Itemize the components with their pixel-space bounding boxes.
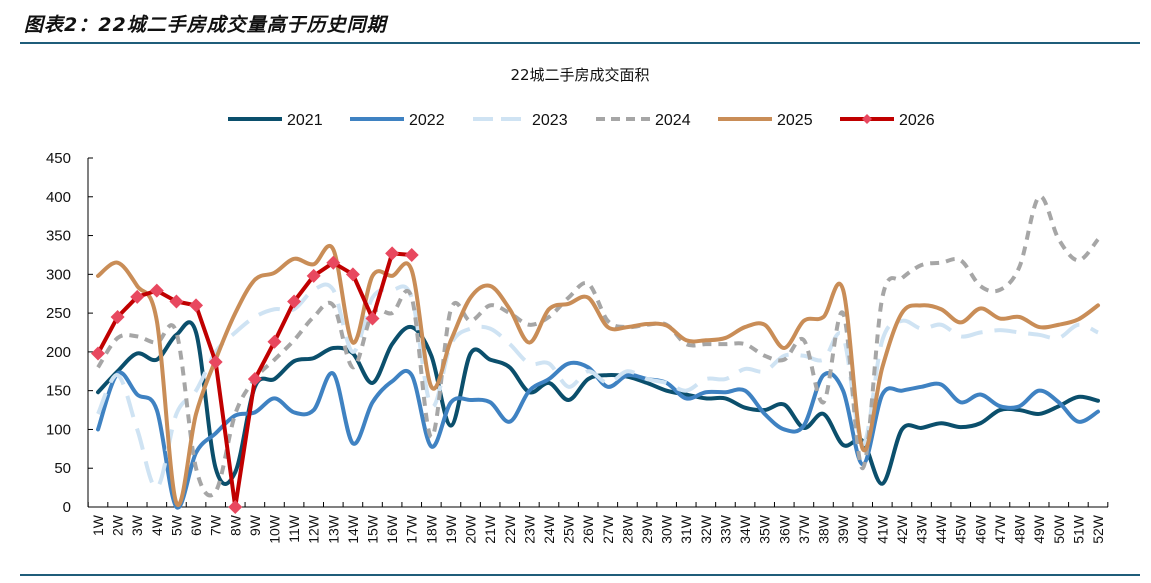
x-tick-label: 42W bbox=[894, 514, 910, 544]
x-tick-label: 33W bbox=[717, 514, 733, 544]
data-point-2026 bbox=[326, 255, 341, 270]
x-tick-label: 18W bbox=[423, 514, 439, 544]
x-tick-label: 48W bbox=[1012, 514, 1028, 544]
x-tick-label: 52W bbox=[1090, 514, 1106, 544]
x-tick-label: 10W bbox=[266, 514, 282, 544]
x-tick-label: 15W bbox=[365, 514, 381, 544]
x-tick-label: 5W bbox=[168, 514, 184, 536]
legend-label: 2021 bbox=[287, 112, 323, 129]
x-tick-label: 16W bbox=[384, 514, 400, 544]
data-point-2026 bbox=[189, 298, 204, 313]
x-tick-label: 30W bbox=[659, 514, 675, 544]
x-tick-label: 19W bbox=[443, 514, 459, 544]
x-tick-label: 21W bbox=[482, 514, 498, 544]
series-line-2024 bbox=[96, 194, 1100, 498]
x-tick-label: 39W bbox=[835, 514, 851, 544]
x-tick-label: 40W bbox=[855, 514, 871, 544]
footer-divider bbox=[20, 574, 1140, 576]
x-tick-label: 4W bbox=[149, 514, 165, 536]
data-point-2026 bbox=[345, 267, 360, 282]
legend-label: 2023 bbox=[532, 112, 568, 129]
x-tick-label: 11W bbox=[286, 514, 302, 543]
y-tick-label: 50 bbox=[54, 460, 71, 477]
x-tick-label: 51W bbox=[1070, 514, 1086, 544]
x-tick-label: 28W bbox=[619, 514, 635, 544]
x-tick-label: 38W bbox=[815, 514, 831, 544]
x-tick-label: 12W bbox=[306, 514, 322, 544]
data-point-2026 bbox=[365, 311, 380, 326]
data-point-2026 bbox=[267, 334, 282, 349]
x-tick-label: 17W bbox=[404, 514, 420, 544]
figure-title: 图表2：22城二手房成交量高于历史同期 bbox=[24, 14, 387, 36]
data-point-2026 bbox=[110, 309, 125, 324]
x-tick-label: 13W bbox=[325, 514, 341, 544]
x-tick-label: 49W bbox=[1031, 514, 1047, 544]
y-tick-label: 100 bbox=[46, 421, 71, 438]
x-tick-label: 9W bbox=[247, 514, 263, 536]
x-tick-label: 27W bbox=[600, 514, 616, 544]
legend: 2021 2022 2023 2024 2025 2026 bbox=[228, 112, 935, 129]
legend-label: 2024 bbox=[655, 112, 691, 129]
x-tick-label: 29W bbox=[639, 514, 655, 544]
data-point-2026 bbox=[247, 372, 262, 387]
x-tick-label: 23W bbox=[521, 514, 537, 544]
data-point-2026 bbox=[228, 500, 243, 514]
series-line-2025 bbox=[96, 244, 1100, 508]
series-line-2021 bbox=[96, 320, 1100, 486]
x-tick-label: 1W bbox=[90, 514, 106, 536]
data-point-2026 bbox=[130, 289, 145, 304]
x-tick-label: 35W bbox=[757, 514, 773, 544]
series-lines bbox=[91, 194, 1100, 514]
x-tick-label: 8W bbox=[227, 514, 243, 536]
data-point-2026 bbox=[208, 354, 223, 369]
data-point-2026 bbox=[385, 246, 400, 261]
x-tick-label: 43W bbox=[914, 514, 930, 544]
x-tick-label: 31W bbox=[678, 514, 694, 544]
x-tick-label: 50W bbox=[1051, 514, 1067, 544]
x-tick-label: 26W bbox=[580, 514, 596, 544]
data-point-2026 bbox=[91, 346, 105, 361]
data-point-2026 bbox=[306, 268, 321, 283]
y-tick-label: 0 bbox=[63, 499, 71, 516]
x-tick-label: 32W bbox=[698, 514, 714, 544]
data-point-2026 bbox=[404, 247, 419, 262]
x-tick-label: 45W bbox=[953, 514, 969, 544]
data-point-2026 bbox=[169, 294, 184, 309]
y-tick-label: 250 bbox=[46, 305, 71, 322]
title-divider bbox=[20, 42, 1140, 44]
x-tick-label: 46W bbox=[972, 514, 988, 544]
legend-label: 2022 bbox=[409, 112, 445, 129]
chart-title: 22城二手房成交面积 bbox=[510, 66, 649, 84]
x-tick-label: 36W bbox=[776, 514, 792, 544]
x-tick-label: 24W bbox=[541, 514, 557, 544]
x-tick-label: 34W bbox=[737, 514, 753, 544]
x-tick-label: 7W bbox=[208, 514, 224, 536]
data-point-2026 bbox=[149, 283, 164, 298]
y-tick-label: 450 bbox=[46, 150, 71, 167]
x-tick-label: 3W bbox=[129, 514, 145, 536]
y-tick-label: 350 bbox=[46, 228, 71, 245]
y-tick-label: 150 bbox=[46, 383, 71, 400]
x-tick-label: 37W bbox=[796, 514, 812, 544]
axes: 0 50 100 150 200 250 300 350 400 450 1W 2W 3W 4W 5W 6W 7… bbox=[46, 150, 1109, 544]
x-tick-label: 41W bbox=[874, 514, 890, 544]
x-tick-label: 47W bbox=[992, 514, 1008, 544]
y-tick-label: 200 bbox=[46, 344, 71, 361]
y-tick-label: 300 bbox=[46, 266, 71, 283]
legend-marker-icon bbox=[862, 114, 872, 124]
legend-label: 2026 bbox=[899, 112, 935, 129]
x-tick-label: 20W bbox=[463, 514, 479, 544]
series-line-2023 bbox=[96, 282, 1099, 490]
y-tick-label: 400 bbox=[46, 189, 71, 206]
x-tick-label: 22W bbox=[502, 514, 518, 544]
x-tick-label: 14W bbox=[345, 514, 361, 544]
x-tick-label: 2W bbox=[110, 514, 126, 536]
data-point-2026 bbox=[287, 294, 302, 309]
x-tick-label: 25W bbox=[561, 514, 577, 544]
x-tick-label: 6W bbox=[188, 514, 204, 536]
legend-label: 2025 bbox=[777, 112, 813, 129]
x-tick-label: 44W bbox=[933, 514, 949, 544]
